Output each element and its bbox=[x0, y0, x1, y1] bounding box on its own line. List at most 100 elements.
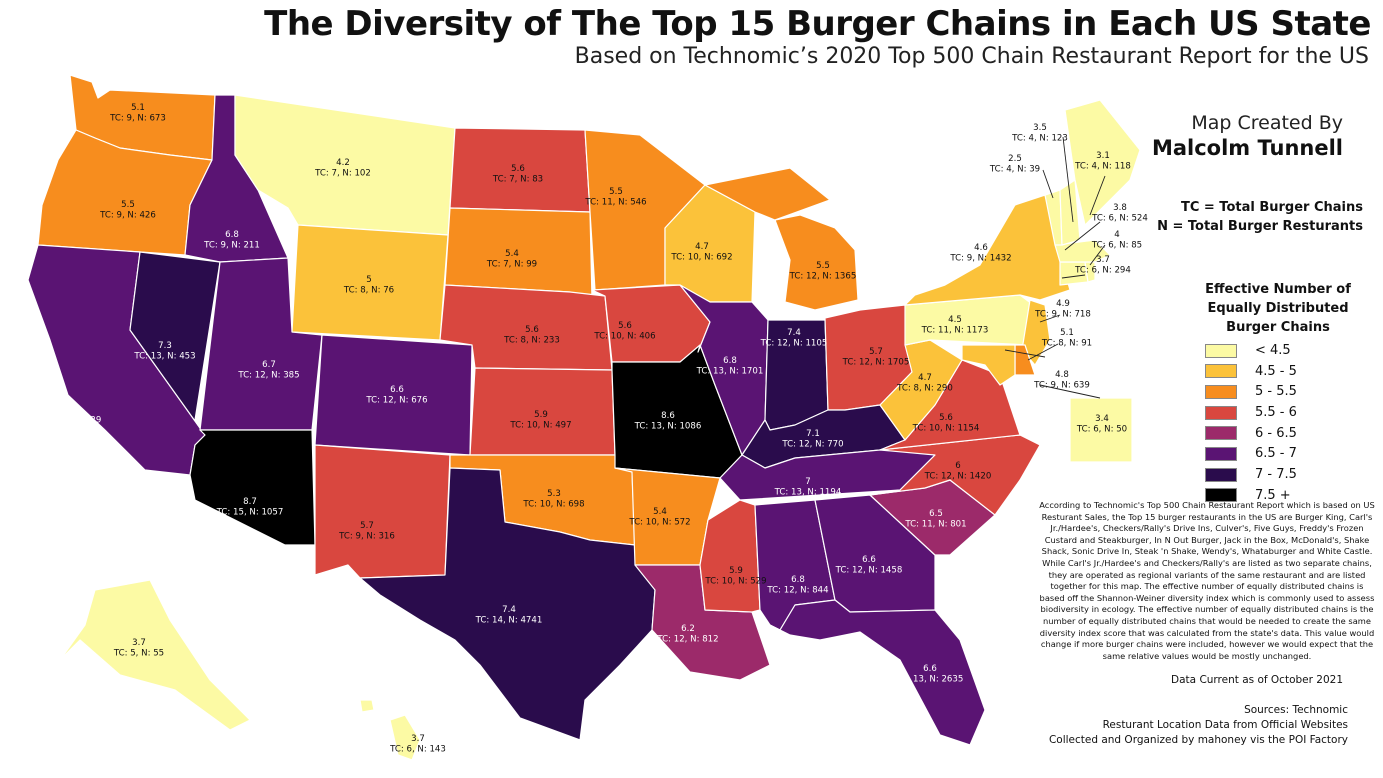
legend-item: 5.5 - 6 bbox=[1205, 403, 1297, 422]
key-tc: TC = Total Burger Chains bbox=[1180, 200, 1363, 215]
sources-line-2: Collected and Organized by mahoney vis t… bbox=[1048, 734, 1348, 746]
state-value-ak: 3.7 bbox=[132, 638, 146, 648]
state-detail-wi: TC: 10, N: 692 bbox=[670, 253, 732, 263]
state-value-oh: 5.7 bbox=[869, 347, 883, 357]
state-value-sd: 5.4 bbox=[505, 249, 519, 259]
state-ms bbox=[699, 499, 761, 613]
state-detail-me: TC: 4, N: 118 bbox=[1074, 162, 1131, 172]
state-value-wi: 4.7 bbox=[695, 242, 709, 252]
state-value-ia: 5.6 bbox=[618, 321, 632, 331]
state-detail-dc: TC: 6, N: 50 bbox=[1076, 425, 1127, 435]
state-tx bbox=[359, 467, 656, 741]
legend-swatch bbox=[1205, 446, 1237, 461]
legend-swatch bbox=[1205, 467, 1237, 482]
state-detail-tx: TC: 14, N: 4741 bbox=[475, 616, 543, 626]
state-detail-oh: TC: 12, N: 1705 bbox=[842, 358, 910, 368]
legend-item: < 4.5 bbox=[1205, 341, 1297, 360]
state-value-vt: 2.5 bbox=[1008, 154, 1022, 164]
leader-line bbox=[1062, 136, 1074, 223]
leader-line bbox=[1061, 274, 1086, 279]
state-value-co: 6.6 bbox=[390, 385, 404, 395]
state-value-ny: 4.6 bbox=[974, 243, 988, 253]
state-detail-ak: TC: 5, N: 55 bbox=[113, 649, 164, 659]
state-value-il: 6.8 bbox=[723, 356, 737, 366]
legend-swatch bbox=[1205, 343, 1237, 358]
state-detail-sc: TC: 11, N: 801 bbox=[904, 520, 966, 530]
state-detail-nm: TC: 9, N: 316 bbox=[338, 532, 395, 542]
state-value-ri: 4 bbox=[1114, 230, 1119, 240]
leader-line bbox=[1039, 314, 1061, 323]
state-value-hi: 3.7 bbox=[411, 734, 425, 744]
state-hi bbox=[359, 699, 421, 761]
state-nh bbox=[1059, 179, 1081, 246]
legend: < 4.5 4.5 - 5 5 - 5.5 5.5 - 6 6 - 6.5 6.5 - 7… bbox=[1205, 341, 1297, 507]
data-current-note: Data Current as of October 2021 bbox=[1171, 674, 1343, 686]
state-value-az: 8.7 bbox=[243, 497, 257, 507]
state-value-nv: 7.3 bbox=[158, 341, 172, 351]
state-nc bbox=[869, 434, 1041, 516]
state-detail-ok: TC: 10, N: 698 bbox=[522, 500, 584, 510]
state-value-in: 7.4 bbox=[787, 328, 801, 338]
state-detail-tn: TC: 13, N: 1194 bbox=[774, 488, 842, 498]
state-value-sc: 6.5 bbox=[929, 509, 943, 519]
state-value-ms: 5.9 bbox=[729, 566, 743, 576]
state-value-ok: 5.3 bbox=[547, 489, 561, 499]
map-title: The Diversity of The Top 15 Burger Chain… bbox=[264, 4, 1371, 44]
state-detail-nv: TC: 13, N: 453 bbox=[133, 352, 195, 362]
leader-line bbox=[1089, 244, 1106, 266]
state-detail-nc: TC: 12, N: 1420 bbox=[924, 472, 992, 482]
state-value-nm: 5.7 bbox=[360, 521, 374, 531]
legend-label: 7 - 7.5 bbox=[1255, 467, 1297, 483]
legend-item: 6.5 - 7 bbox=[1205, 444, 1297, 463]
legend-title: Effective Number of Equally Distributed … bbox=[1188, 280, 1368, 337]
state-detail-ny: TC: 9, N: 1432 bbox=[949, 254, 1011, 264]
state-detail-ks: TC: 10, N: 497 bbox=[509, 421, 571, 431]
state-detail-az: TC: 15, N: 1057 bbox=[216, 508, 284, 518]
sources-line-1: Resturant Location Data from Official We… bbox=[1102, 719, 1348, 731]
legend-swatch bbox=[1205, 405, 1237, 420]
state-value-md: 4.8 bbox=[1055, 370, 1069, 380]
state-detail-md: TC: 9, N: 639 bbox=[1033, 381, 1090, 391]
state-value-fl: 6.6 bbox=[923, 664, 937, 674]
legend-title-line: Burger Chains bbox=[1226, 320, 1330, 335]
state-detail-ne: TC: 8, N: 233 bbox=[503, 336, 560, 346]
state-value-mt: 4.2 bbox=[336, 158, 350, 168]
state-detail-wy: TC: 8, N: 76 bbox=[343, 286, 394, 296]
state-detail-va: TC: 10, N: 1154 bbox=[912, 424, 980, 434]
legend-title-line: Effective Number of bbox=[1205, 282, 1351, 297]
state-me bbox=[1064, 99, 1141, 226]
state-detail-wv: TC: 8, N: 290 bbox=[896, 384, 953, 394]
state-value-tx: 7.4 bbox=[502, 605, 516, 615]
legend-label: 5 - 5.5 bbox=[1255, 384, 1297, 400]
state-value-ne: 5.6 bbox=[525, 325, 539, 335]
state-value-ma: 3.8 bbox=[1113, 203, 1127, 213]
legend-item: 7.5 + bbox=[1205, 486, 1297, 505]
state-value-ky: 7.1 bbox=[806, 429, 820, 439]
legend-swatch bbox=[1205, 364, 1237, 379]
state-wv bbox=[879, 339, 963, 441]
legend-item: 7 - 7.5 bbox=[1205, 465, 1297, 484]
state-az bbox=[189, 429, 316, 546]
state-value-id: 6.8 bbox=[225, 230, 239, 240]
state-value-pa: 4.5 bbox=[948, 315, 962, 325]
state-detail-in: TC: 12, N: 1105 bbox=[760, 339, 828, 349]
legend-label: 5.5 - 6 bbox=[1255, 405, 1297, 421]
state-value-mn: 5.5 bbox=[609, 187, 623, 197]
state-detail-ca: TC: 12, N: 4229 bbox=[34, 416, 102, 426]
state-value-nj: 4.9 bbox=[1056, 299, 1070, 309]
legend-label: 4.5 - 5 bbox=[1255, 363, 1297, 379]
state-dc bbox=[1069, 397, 1133, 463]
legend-title-line: Equally Distributed bbox=[1207, 301, 1349, 316]
state-detail-nd: TC: 7, N: 83 bbox=[492, 175, 543, 185]
state-detail-pa: TC: 11, N: 1173 bbox=[921, 326, 989, 336]
state-detail-nj: TC: 9, N: 718 bbox=[1034, 310, 1091, 320]
legend-label: < 4.5 bbox=[1255, 343, 1291, 358]
state-fl bbox=[769, 599, 986, 746]
state-detail-ct: TC: 6, N: 294 bbox=[1074, 266, 1131, 276]
state-detail-or: TC: 9, N: 426 bbox=[99, 211, 156, 221]
legend-swatch bbox=[1205, 384, 1237, 399]
state-detail-ut: TC: 12, N: 385 bbox=[237, 371, 299, 381]
state-detail-mt: TC: 7, N: 102 bbox=[314, 169, 371, 179]
